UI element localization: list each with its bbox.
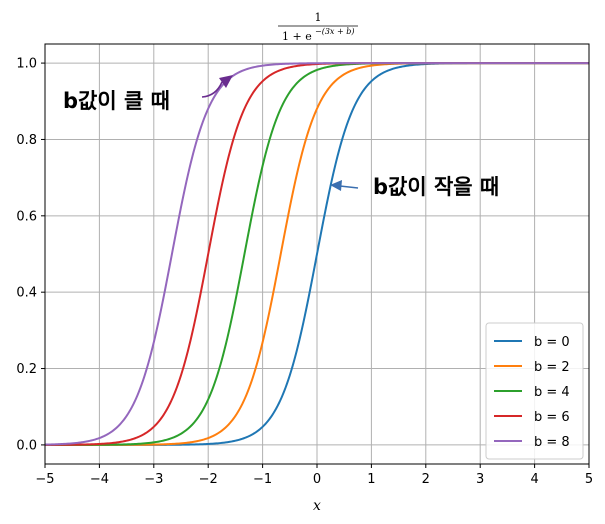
legend-label-b2: b = 2: [534, 360, 570, 375]
annotation-large-b-text: b값이 클 때: [63, 89, 170, 113]
x-tick-label: 5: [585, 472, 593, 487]
x-tick-label: 4: [530, 472, 538, 487]
annotation-small-b: b값이 작을 때: [330, 175, 499, 199]
x-tick-label: −5: [35, 472, 54, 487]
axis-ticks: −5 −4 −3 −2 −1 0 1 2 3 4 5 0.0 0.2 0.4 0.6 0.8 1.0: [16, 57, 593, 487]
annotation-small-b-text: b값이 작을 때: [373, 175, 499, 199]
title-denominator: 1 + e: [282, 30, 312, 43]
x-tick-label: −4: [90, 472, 109, 487]
y-tick-label: 0.4: [16, 286, 37, 301]
title-exponent: −(3x + b): [315, 27, 354, 36]
x-tick-label: 2: [422, 472, 430, 487]
legend-label-b0: b = 0: [534, 335, 570, 350]
x-tick-label: −2: [199, 472, 218, 487]
chart-title: 1 1 + e −(3x + b): [278, 11, 358, 43]
legend-label-b8: b = 8: [534, 435, 570, 450]
annotation-small-b-arrowhead: [330, 180, 342, 191]
legend-items: b = 0 b = 2 b = 4 b = 6 b = 8: [494, 335, 570, 450]
y-tick-label: 0.2: [16, 362, 37, 377]
annotation-large-b: b값이 클 때: [63, 75, 233, 113]
x-tick-label: 1: [367, 472, 375, 487]
legend: b = 0 b = 2 b = 4 b = 6 b = 8: [485, 322, 584, 460]
x-tick-label: 0: [313, 472, 321, 487]
y-tick-label: 0.8: [16, 133, 37, 148]
x-axis-label: x: [313, 498, 321, 514]
series-line-b8: [44, 62, 589, 446]
annotation-large-b-arrowhead: [219, 75, 233, 88]
title-numerator: 1: [315, 11, 322, 24]
y-tick-label: 0.0: [16, 438, 37, 453]
annotation-small-b-arrow: [339, 185, 359, 189]
x-tick-label: 3: [476, 472, 484, 487]
y-tick-label: 0.6: [16, 209, 37, 224]
legend-label-b6: b = 6: [534, 410, 570, 425]
x-tick-label: −1: [253, 472, 272, 487]
series-lines: [44, 62, 589, 446]
legend-box: [485, 322, 584, 460]
y-tick-label: 1.0: [16, 57, 37, 72]
x-tick-label: −3: [144, 472, 163, 487]
annotation-large-b-arrow: [201, 81, 223, 98]
legend-label-b4: b = 4: [534, 385, 570, 400]
